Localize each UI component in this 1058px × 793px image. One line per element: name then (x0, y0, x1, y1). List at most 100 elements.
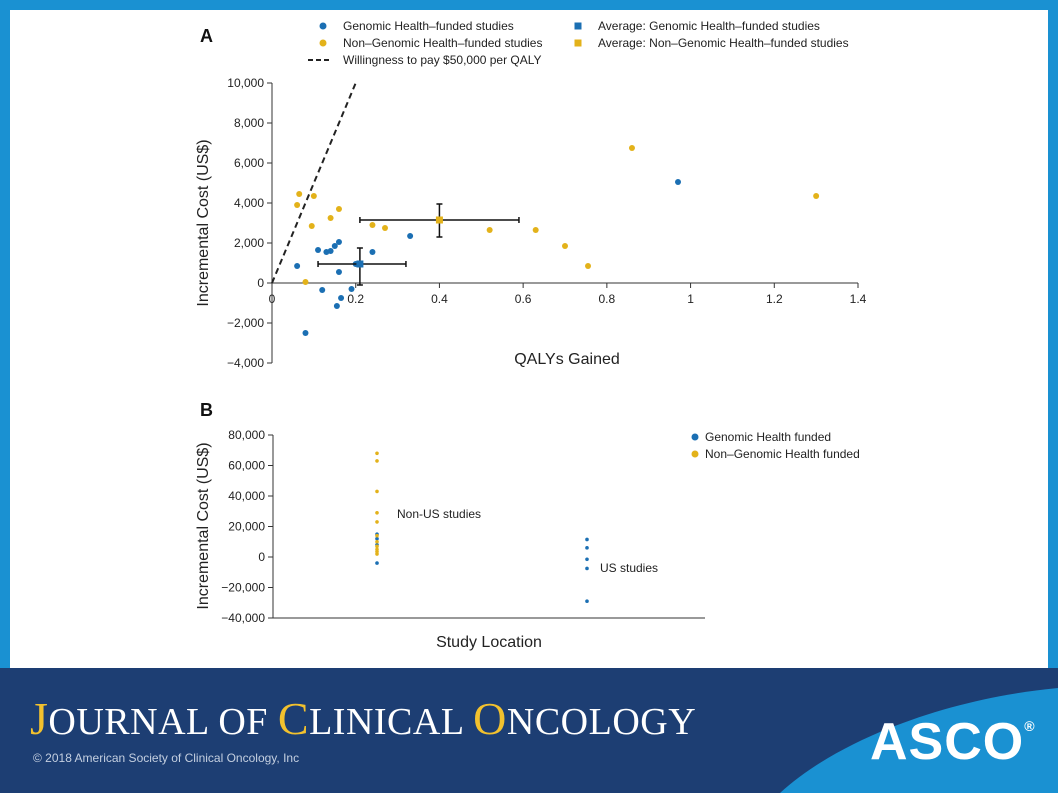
journal-word-3: NCOLOGY (506, 701, 697, 743)
non-genomic-point (585, 263, 592, 269)
y-tick-label-b: −20,000 (221, 581, 265, 595)
genomic-point (675, 179, 682, 185)
non-genomic-point-b (375, 552, 379, 556)
legend-square-marker (574, 39, 582, 47)
legend-label-a: Average: Genomic Health–funded studies (598, 19, 820, 33)
x-tick-label-a: 0.4 (431, 292, 448, 306)
figure-svg: A −4,000 −2,000 0 2,000 4,000 6,000 8,000 10,000… (195, 19, 867, 651)
y-tick-label-a: 4,000 (234, 196, 264, 210)
genomic-point (338, 295, 345, 301)
y-tick-label-a: 8,000 (234, 116, 264, 130)
non-genomic-average-marker (435, 216, 443, 224)
journal-word-of: OF (208, 701, 278, 743)
non-genomic-point (335, 206, 342, 212)
y-tick-label-b: 60,000 (228, 459, 265, 473)
copyright-text: © 2018 American Society of Clinical Onco… (33, 751, 300, 765)
non-genomic-point-b (375, 544, 379, 549)
legend-label-a: Genomic Health–funded studies (343, 19, 514, 33)
y-tick-label-b: −40,000 (221, 611, 265, 625)
genomic-point-b (585, 546, 589, 550)
legend-label-a: Non–Genomic Health–funded studies (343, 36, 542, 50)
genomic-point-b (585, 557, 589, 562)
genomic-point (333, 303, 340, 309)
genomic-point-b (585, 566, 589, 571)
y-axis-title-a: Incremental Cost (US$) (195, 139, 212, 306)
non-genomic-point (628, 145, 635, 151)
y-tick-label-a: −4,000 (227, 356, 264, 370)
legend-label-a: Average: Non–Genomic Health–funded studi… (598, 36, 849, 50)
non-genomic-point (369, 222, 376, 228)
y-tick-label-a: 2,000 (234, 236, 264, 250)
legend-label-a: Willingness to pay $50,000 per QALY (343, 53, 542, 67)
non-genomic-point (382, 225, 389, 231)
genomic-point-b (585, 599, 589, 604)
non-genomic-point (308, 223, 315, 229)
non-genomic-point-b (375, 520, 379, 524)
legend-label-b: Non–Genomic Health funded (705, 447, 860, 461)
journal-initial-c: C (277, 693, 310, 744)
y-axis-title-b: Incremental Cost (US$) (195, 442, 212, 609)
legend-label-b: Genomic Health funded (705, 430, 831, 444)
genomic-average-marker (356, 260, 364, 268)
y-tick-label-b: 20,000 (228, 520, 265, 534)
non-genomic-point (532, 227, 539, 233)
y-tick-label-b: 80,000 (228, 428, 265, 442)
non-genomic-point (486, 227, 493, 233)
y-tick-label-a: 0 (257, 276, 264, 290)
x-axis-title-a: QALYs Gained (514, 351, 620, 368)
journal-initial-o: O (473, 693, 507, 744)
non-genomic-point (813, 193, 820, 199)
genomic-point (348, 286, 355, 292)
x-tick-label-a: 0.2 (347, 292, 364, 306)
x-tick-label-a: 1 (687, 292, 694, 306)
genomic-point (315, 247, 322, 253)
non-genomic-point (327, 215, 334, 221)
chart-a: A −4,000 −2,000 0 2,000 4,000 6,000 8,000 10,000… (195, 19, 867, 370)
figure-panel (10, 10, 1048, 668)
journal-word-2: LINICAL (309, 701, 464, 743)
legend-dot-marker-b (691, 433, 699, 441)
category-label-non-us: Non-US studies (397, 507, 481, 521)
panel-label-b: B (200, 400, 213, 420)
panel-label-a: A (200, 26, 213, 46)
genomic-point (327, 248, 334, 254)
y-tick-label-a: −2,000 (227, 316, 264, 330)
asco-logo-text: ASCO (870, 713, 1025, 771)
wtp-line (271, 82, 357, 284)
non-genomic-point (294, 202, 301, 208)
non-genomic-point (296, 191, 303, 197)
y-tick-label-b: 0 (258, 550, 265, 564)
journal-initial-j: J (30, 693, 49, 744)
journal-title: JOURNAL OF CLINICAL ONCOLOGY (30, 692, 696, 745)
non-genomic-point-b (375, 489, 379, 494)
non-genomic-point (302, 279, 309, 285)
journal-footer (0, 668, 1058, 793)
non-genomic-point-b (375, 539, 379, 544)
genomic-point (335, 239, 342, 245)
genomic-point (302, 330, 309, 336)
non-genomic-point-b (375, 533, 379, 538)
x-axis-title-b: Study Location (436, 634, 542, 651)
non-genomic-point-b (375, 510, 379, 515)
x-tick-label-a: 1.4 (850, 292, 867, 306)
chart-b: B −40,000 −20,000 0 20,000 40,000 60,000 80,000… (195, 400, 860, 651)
non-genomic-point (562, 243, 568, 249)
legend-square-marker (574, 22, 582, 30)
x-tick-label-a: 0.6 (515, 292, 532, 306)
y-tick-label-a: 6,000 (234, 156, 264, 170)
y-tick-label-b: 40,000 (228, 489, 265, 503)
non-genomic-point-b (375, 459, 379, 463)
category-label-us: US studies (600, 561, 658, 575)
genomic-point-b (375, 536, 379, 541)
legend-dot-marker (319, 39, 327, 47)
genomic-point-b (585, 537, 589, 542)
genomic-point (369, 249, 376, 255)
registered-mark: ® (1024, 718, 1036, 734)
legend-dot-marker-b (691, 450, 699, 458)
asco-logo: ASCO® (870, 712, 1036, 772)
genomic-point (335, 269, 342, 275)
genomic-point-b (375, 561, 379, 565)
non-genomic-point (310, 193, 317, 199)
x-tick-label-a: 0 (269, 292, 276, 306)
legend-dot-marker (319, 22, 327, 30)
